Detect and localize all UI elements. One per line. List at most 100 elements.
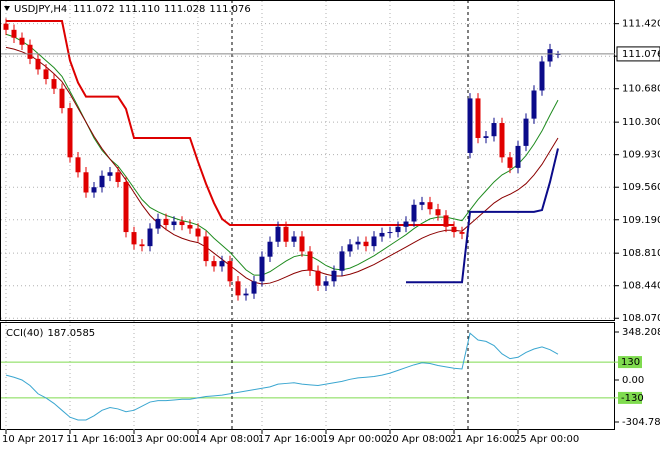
quote-high: 111.110: [119, 4, 160, 15]
candle-body: [83, 172, 89, 193]
candle-body: [59, 88, 65, 109]
candle-body: [155, 218, 161, 229]
candle-body: [531, 90, 537, 119]
quote-close: 111.076: [209, 4, 250, 15]
x-tick-label: 14 Apr 08:00: [194, 434, 259, 445]
grid: [1, 1, 639, 434]
candle-body: [299, 236, 305, 252]
candle-body: [171, 221, 177, 226]
header: USDJPY,H4 111.072 111.110 111.028 111.076: [14, 4, 251, 15]
candle-body: [19, 37, 25, 45]
candle-body: [419, 202, 425, 205]
indicator-value: 187.0585: [47, 328, 95, 339]
candle-body: [99, 175, 105, 188]
candle-body: [451, 226, 457, 233]
x-tick-label: 21 Apr 16:00: [450, 434, 515, 445]
candle-body: [187, 225, 193, 229]
x-tick-label: 25 Apr 00:00: [514, 434, 579, 445]
x-tick-label: 11 Apr 16:00: [66, 434, 131, 445]
candle-body: [259, 256, 265, 282]
candle-body: [307, 251, 313, 271]
x-tick-label: 17 Apr 16:00: [258, 434, 323, 445]
candle-body: [227, 261, 233, 282]
candle-body: [539, 61, 545, 91]
candle-body: [123, 181, 129, 233]
candle-body: [499, 123, 505, 158]
candle-body: [323, 281, 329, 286]
indicator-line: [6, 20, 454, 227]
candle-body: [131, 232, 137, 245]
candle-body: [243, 293, 249, 296]
candle-body: [75, 157, 81, 173]
indicator-title: CCI(40): [6, 328, 44, 339]
candle-body: [147, 228, 153, 247]
y-tick-label: 111.420: [622, 19, 660, 30]
candle-body: [43, 69, 49, 80]
candle-body: [139, 244, 145, 247]
y-tick-label: 109.560: [622, 182, 660, 193]
x-tick-label: 19 Apr 00:00: [322, 434, 387, 445]
candle-body: [371, 236, 377, 247]
candle-body: [475, 98, 481, 138]
candle-body: [483, 136, 489, 138]
y-tick-label: 108.440: [622, 281, 660, 292]
level-box: [618, 391, 642, 404]
candle-body: [219, 261, 225, 267]
candle-body: [523, 118, 529, 146]
candle-body: [163, 218, 169, 226]
y-tick-label: 110.300: [622, 117, 660, 128]
candle-body: [395, 226, 401, 233]
y-tick-label: -304.7804: [622, 417, 660, 428]
cci-panel-frame: [0, 322, 615, 430]
x-tick-label: 13 Apr 00:00: [130, 434, 195, 445]
y-tick-label: 110.680: [622, 84, 660, 95]
indicator-line: [406, 148, 559, 284]
x-tick-label: 20 Apr 08:00: [386, 434, 451, 445]
candle-body: [51, 79, 57, 89]
current-price-box: [616, 46, 660, 62]
price-panel-frame: [0, 0, 615, 321]
menu-arrow[interactable]: [4, 6, 10, 11]
candle-body: [27, 44, 33, 59]
level-label: 130: [621, 357, 640, 368]
candle-body: [363, 241, 369, 247]
candle-body: [347, 244, 353, 252]
candle-body: [443, 215, 449, 227]
y-tick-label: 108.810: [622, 248, 660, 259]
quote-low: 111.028: [164, 4, 205, 15]
cci-line: [5, 332, 559, 421]
candle-body: [515, 145, 521, 168]
candle-body: [235, 281, 241, 296]
y-tick-label: 348.2087: [622, 327, 660, 338]
candle-body: [355, 241, 361, 245]
candle-body: [67, 108, 73, 158]
candle-body: [3, 23, 9, 30]
candle-body: [267, 241, 273, 257]
candle-body: [547, 49, 553, 62]
y-tick-label: 109.190: [622, 215, 660, 226]
quote-open: 111.072: [73, 4, 114, 15]
y-tick-label: 108.070: [622, 313, 660, 324]
candle-body: [11, 29, 17, 38]
candle-body: [507, 157, 513, 168]
candle-body: [467, 98, 473, 153]
candle-body: [315, 270, 321, 286]
candle-body: [195, 228, 201, 237]
y-tick-label: 109.930: [622, 150, 660, 161]
candle-body: [91, 187, 97, 193]
indicator-line: [5, 33, 559, 276]
candle-body: [339, 251, 345, 271]
y-tick-label: 0.00: [622, 375, 644, 386]
candle-body: [115, 172, 121, 182]
x-tick-label: 10 Apr 2017: [2, 434, 64, 445]
candle-body: [283, 226, 289, 242]
candle-body: [251, 281, 257, 294]
level-label: -130: [621, 393, 644, 404]
indicator-label: CCI(40) 187.0585: [6, 328, 95, 339]
candle-body: [387, 232, 393, 234]
candle-body: [291, 236, 297, 242]
candle-body: [459, 232, 465, 234]
candle-body: [379, 232, 385, 237]
candle-body: [491, 123, 497, 137]
candle-body: [275, 226, 281, 242]
